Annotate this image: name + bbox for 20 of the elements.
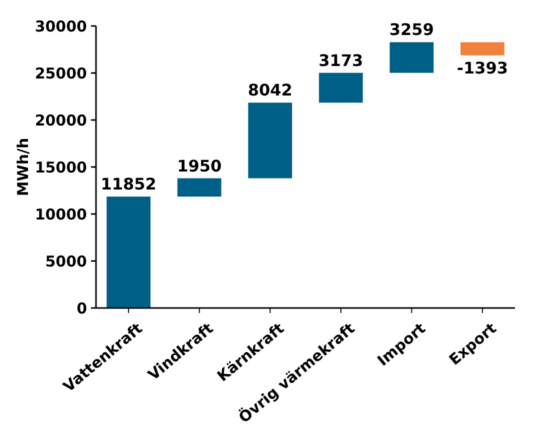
data-label: 1950 xyxy=(177,156,222,176)
y-tick-label: 20000 xyxy=(34,111,87,130)
data-label: 3173 xyxy=(318,50,364,70)
data-label: 8042 xyxy=(248,80,292,100)
bar xyxy=(318,72,363,103)
y-tick-label: 30000 xyxy=(34,17,87,36)
y-tick-label: 10000 xyxy=(34,205,87,224)
data-label: -1393 xyxy=(456,58,508,78)
y-axis-title: MWh/h xyxy=(14,138,32,196)
y-tick-label: 15000 xyxy=(34,158,87,176)
bar xyxy=(390,42,434,73)
data-label: 11852 xyxy=(100,174,156,194)
bar xyxy=(460,42,504,56)
bar xyxy=(177,178,222,197)
y-tick-label: 5000 xyxy=(45,252,87,270)
bar xyxy=(106,196,150,308)
y-tick-label: 0 xyxy=(76,299,87,318)
y-tick-label: 25000 xyxy=(34,64,87,82)
bar xyxy=(248,102,292,178)
data-label: 3259 xyxy=(389,20,434,40)
